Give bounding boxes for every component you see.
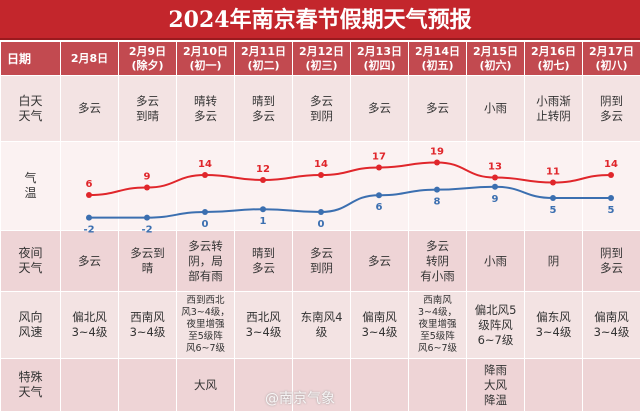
night-weather-cell: 多云 到阴 <box>292 230 351 292</box>
day-weather-cell: 小雨 <box>466 75 525 142</box>
day-weather-cell: 晴转 多云 <box>176 75 235 142</box>
day-weather-cell: 多云 到阴 <box>292 75 351 142</box>
date-cell: 2月8日 <box>60 41 119 76</box>
night-weather-cell: 多云 <box>350 230 409 292</box>
night-weather-cell: 多云到晴 <box>118 230 177 292</box>
day-weather-cell: 多云 <box>408 75 467 142</box>
date-cell: 2月11日 (初二) <box>234 41 293 76</box>
wind-cell: 西北风 3~4级 <box>234 291 293 359</box>
night-weather-cell: 阴 <box>524 230 583 292</box>
day-weather-cell: 小雨渐 止转阴 <box>524 75 583 142</box>
temp-cell <box>350 141 409 231</box>
special-cell <box>582 358 640 412</box>
forecast-table: 日期 2月8日 2月9日 (除夕) 2月10日 (初一) 2月11日 (初二) 2月12日 (初三… <box>0 41 640 412</box>
watermark: @南京气象 <box>265 391 335 407</box>
date-cell: 2月13日 (初四) <box>350 41 409 76</box>
date-cell: 2月16日 (初七) <box>524 41 583 76</box>
wind-cell: 偏北风5 级阵风 6~7级 <box>466 291 525 359</box>
special-cell: 降雨 大风 降温 <box>466 358 525 412</box>
temp-cell <box>234 141 293 231</box>
temp-cell <box>408 141 467 231</box>
night-weather-cell: 阴到 多云 <box>582 230 640 292</box>
wind-cell: 偏北风 3~4级 <box>60 291 119 359</box>
wind-cell: 东南风4 级 <box>292 291 351 359</box>
date-cell: 2月9日 (除夕) <box>118 41 177 76</box>
temp-cell <box>118 141 177 231</box>
temp-cell <box>292 141 351 231</box>
special-cell <box>60 358 119 412</box>
row-label-temp: 气温 <box>0 141 61 231</box>
day-weather-cell: 阴到 多云 <box>582 75 640 142</box>
temp-cell <box>524 141 583 231</box>
date-cell: 2月15日 (初六) <box>466 41 525 76</box>
temp-cell <box>60 141 119 231</box>
special-cell <box>292 358 351 412</box>
row-label-night: 夜间 天气 <box>0 230 61 292</box>
day-weather-cell: 晴到 多云 <box>234 75 293 142</box>
wind-cell: 西到西北 风3~4级， 夜里增强 至5级阵 风6~7级 <box>176 291 235 359</box>
night-weather-cell: 多云 <box>60 230 119 292</box>
special-cell <box>524 358 583 412</box>
night-weather-cell: 晴到 多云 <box>234 230 293 292</box>
special-cell <box>350 358 409 412</box>
special-cell <box>408 358 467 412</box>
day-weather-cell: 多云 到晴 <box>118 75 177 142</box>
night-weather-cell: 多云转 阴，局 部有雨 <box>176 230 235 292</box>
wind-cell: 偏南风 3~4级 <box>582 291 640 359</box>
temp-cell <box>176 141 235 231</box>
row-label-wind: 风向 风速 <box>0 291 61 359</box>
night-weather-cell: 小雨 <box>466 230 525 292</box>
date-cell: 2月17日 (初八) <box>582 41 640 76</box>
special-cell <box>118 358 177 412</box>
wind-cell: 西南风 3~4级 <box>118 291 177 359</box>
row-label-date: 日期 <box>0 41 61 76</box>
night-weather-cell: 多云 转阴 有小雨 <box>408 230 467 292</box>
row-label-special: 特殊 天气 <box>0 358 61 412</box>
temp-cell <box>582 141 640 231</box>
temp-cell <box>466 141 525 231</box>
date-cell: 2月10日 (初一) <box>176 41 235 76</box>
wind-cell: 偏东风 3~4级 <box>524 291 583 359</box>
special-cell: 大风 <box>176 358 235 412</box>
wind-cell: 西南风 3~4级， 夜里增强 至5级阵 风6~7级 <box>408 291 467 359</box>
special-cell <box>234 358 293 412</box>
wind-cell: 偏南风 3~4级 <box>350 291 409 359</box>
date-cell: 2月12日 (初三) <box>292 41 351 76</box>
row-label-day: 白天 天气 <box>0 75 61 142</box>
day-weather-cell: 多云 <box>60 75 119 142</box>
page-title: 2024年南京春节假期天气预报 <box>0 0 640 40</box>
date-cell: 2月14日 (初五) <box>408 41 467 76</box>
day-weather-cell: 多云 <box>350 75 409 142</box>
